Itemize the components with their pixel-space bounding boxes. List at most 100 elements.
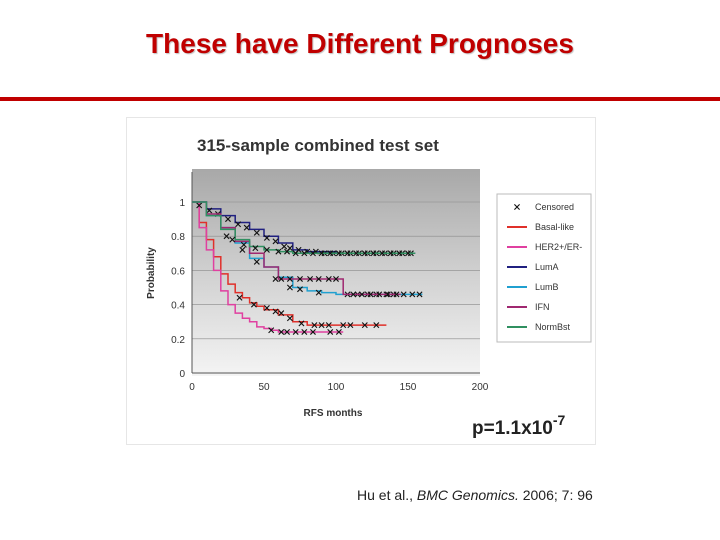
- censor-mark: [292, 250, 299, 257]
- censor-mark: [243, 224, 250, 231]
- km-survival-figure: 315-sample combined test set 0 0.2 0.4 0.6 0…: [126, 117, 596, 445]
- censor-mark: [373, 322, 380, 329]
- censor-mark: [335, 328, 342, 335]
- censor-mark: [307, 275, 314, 282]
- censor-mark: [344, 250, 351, 257]
- censor-mark: [272, 308, 279, 315]
- censor-mark: [358, 291, 365, 298]
- censor-mark: [335, 250, 342, 257]
- censor-mark: [286, 315, 293, 322]
- censor-mark: [387, 250, 394, 257]
- censor-mark: [396, 250, 403, 257]
- censor-mark: [275, 248, 282, 255]
- x-tick-label: 100: [328, 382, 345, 393]
- censor-mark: [278, 328, 285, 335]
- y-tick-label: 1: [179, 198, 185, 209]
- censor-mark: [225, 216, 231, 223]
- censor-mark: [384, 291, 391, 298]
- censor-mark: [340, 322, 347, 329]
- censor-mark: [318, 250, 325, 257]
- censor-mark: [284, 248, 291, 255]
- y-tick-label: 0.4: [171, 301, 185, 312]
- censor-mark: [309, 250, 316, 257]
- citation: Hu et al., BMC Genomics. 2006; 7: 96: [357, 487, 593, 503]
- y-tick-label: 0: [179, 369, 185, 380]
- y-tick-label: 0.2: [171, 335, 185, 346]
- censor-marks-basal-like: [236, 294, 380, 329]
- censor-mark: [327, 250, 334, 257]
- legend-label-lumb: LumB: [535, 282, 559, 292]
- slide-title: These have Different Prognoses: [146, 28, 574, 59]
- km-survival-chart: 315-sample combined test set 00.20.40.60…: [146, 136, 592, 439]
- censor-mark: [361, 250, 368, 257]
- censor-mark: [370, 250, 377, 257]
- censor-mark: [252, 245, 259, 252]
- censor-mark: [263, 234, 270, 241]
- censor-mark: [272, 275, 279, 282]
- citation-journal: BMC Genomics.: [416, 487, 519, 503]
- censor-mark: [278, 275, 285, 282]
- p-value-exponent: -7: [553, 412, 566, 428]
- legend-label-her2-er: HER2+/ER-: [535, 242, 582, 252]
- y-tick-label: 0.6: [171, 266, 185, 277]
- censor-mark: [292, 328, 299, 335]
- x-tick-label: 150: [400, 382, 417, 393]
- legend-censored-marker: [514, 204, 520, 210]
- censor-mark: [250, 301, 257, 308]
- censor-mark: [367, 291, 374, 298]
- legend-label-luma: LumA: [535, 262, 559, 272]
- censor-mark: [281, 243, 288, 250]
- censor-mark: [263, 305, 270, 312]
- censor-mark: [409, 291, 416, 298]
- x-axis-label: RFS months: [304, 408, 363, 419]
- censor-mark: [272, 238, 279, 245]
- series-line-normbst: [192, 201, 416, 255]
- p-value-base: p=1.1x10: [472, 418, 553, 439]
- censor-mark: [400, 291, 407, 298]
- censor-marks-ifn: [278, 275, 400, 298]
- censor-marks-her2-er: [268, 327, 342, 335]
- censor-mark: [315, 275, 322, 282]
- censor-mark: [263, 246, 270, 253]
- censor-mark: [297, 275, 303, 282]
- censor-marks-normbst: [229, 236, 411, 257]
- y-axis-label: Probability: [146, 247, 157, 299]
- censor-mark: [298, 320, 305, 327]
- p-value: p=1.1x10-7: [472, 412, 565, 439]
- censor-mark: [333, 275, 339, 282]
- censor-mark: [309, 328, 316, 335]
- censor-mark: [223, 233, 230, 240]
- censor-mark: [240, 241, 247, 248]
- legend-items: Censored Basal-like HER2+/ER- LumA LumB IFN No…: [507, 202, 582, 332]
- series-line-basal-like: [192, 201, 387, 326]
- censor-mark: [405, 250, 411, 257]
- censor-mark: [318, 322, 325, 329]
- legend-label-ifn: IFN: [535, 302, 550, 312]
- censor-mark: [236, 294, 243, 301]
- citation-authors: Hu et al.,: [357, 487, 417, 503]
- censor-mark: [311, 322, 318, 329]
- censor-mark: [301, 328, 308, 335]
- censor-mark: [229, 236, 236, 243]
- censor-mark: [416, 291, 423, 298]
- series-layer: [192, 201, 423, 335]
- censor-mark: [196, 202, 203, 209]
- legend-censored-label: Censored: [535, 202, 574, 212]
- plot-area: [192, 169, 480, 376]
- censor-mark: [235, 221, 242, 228]
- censor-mark: [253, 258, 260, 265]
- censor-mark: [286, 284, 293, 291]
- x-tick-label: 50: [258, 382, 270, 393]
- censor-mark: [206, 207, 213, 214]
- censor-mark: [327, 328, 334, 335]
- censor-mark: [278, 310, 285, 317]
- citation-rest: 2006; 7: 96: [518, 487, 593, 503]
- censor-mark: [379, 250, 386, 257]
- censor-mark: [325, 275, 332, 282]
- censor-mark: [347, 322, 354, 329]
- censor-mark: [353, 250, 360, 257]
- censor-mark: [253, 229, 260, 236]
- censor-mark: [268, 327, 275, 334]
- tick-labels: 0 0.2 0.4 0.6 0.8 1 0 50 100 150 200: [171, 198, 489, 393]
- censor-mark: [297, 286, 303, 293]
